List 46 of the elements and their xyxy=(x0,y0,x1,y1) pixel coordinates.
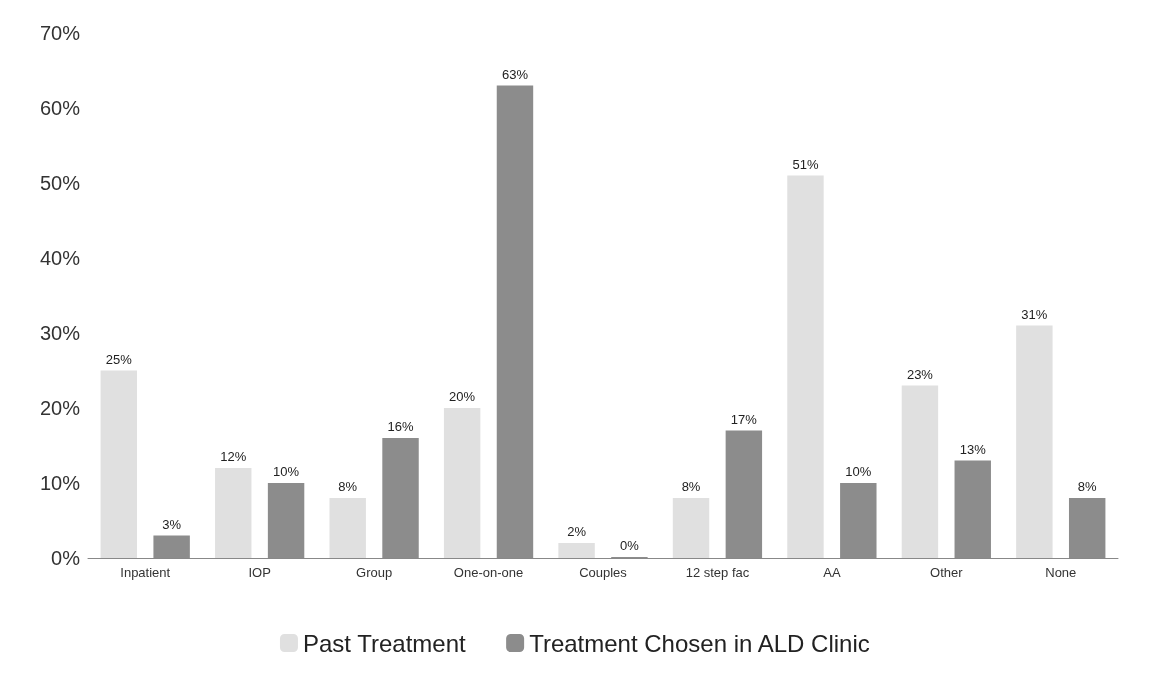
bar xyxy=(901,385,939,558)
data-label: 0% xyxy=(620,538,640,553)
data-label: 63% xyxy=(501,66,529,82)
data-label: 17% xyxy=(730,411,758,427)
x-tick-label: Couples xyxy=(579,565,628,580)
y-tick-label: 40% xyxy=(39,247,81,269)
bar xyxy=(329,498,366,558)
y-tick-label: 0% xyxy=(51,547,81,569)
y-tick-label: 50% xyxy=(39,172,81,194)
x-tick-label: Other xyxy=(930,565,964,580)
bar xyxy=(672,498,710,558)
x-tick-label: AA xyxy=(823,565,841,580)
bar xyxy=(100,370,138,558)
bar xyxy=(787,175,824,558)
y-tick-label: 10% xyxy=(39,472,81,494)
bar xyxy=(443,408,481,558)
data-label: 10% xyxy=(845,464,872,479)
legend-label: Past Treatment xyxy=(302,629,467,657)
data-label: 3% xyxy=(162,516,182,532)
y-tick-label: 30% xyxy=(39,322,81,344)
y-tick-label: 70% xyxy=(39,22,81,44)
data-label: 25% xyxy=(105,351,133,367)
x-tick-label: 12 step fac xyxy=(685,565,750,580)
bar xyxy=(1016,325,1053,558)
x-tick-label: Inpatient xyxy=(120,565,171,580)
data-label: 8% xyxy=(1077,479,1098,494)
data-label: 51% xyxy=(792,156,819,172)
y-tick-label: 20% xyxy=(39,397,81,419)
data-label: 2% xyxy=(567,524,587,539)
legend-label: Treatment Chosen in ALD Clinic xyxy=(529,629,870,657)
y-tick-label: 60% xyxy=(39,97,81,119)
bar xyxy=(558,543,595,558)
data-label: 23% xyxy=(906,366,934,382)
x-tick-label: One-on-one xyxy=(453,565,524,580)
x-tick-label: None xyxy=(1045,565,1077,580)
bar xyxy=(215,468,252,558)
data-label: 10% xyxy=(273,464,300,479)
x-tick-label: IOP xyxy=(248,565,271,580)
x-tick-label: Group xyxy=(356,565,393,580)
data-label: 12% xyxy=(220,449,247,464)
data-label: 20% xyxy=(449,389,476,404)
data-label: 8% xyxy=(338,479,358,494)
data-label: 16% xyxy=(387,419,414,434)
data-label: 31% xyxy=(1021,306,1048,322)
data-label: 8% xyxy=(681,479,701,494)
data-label: 13% xyxy=(959,441,987,457)
